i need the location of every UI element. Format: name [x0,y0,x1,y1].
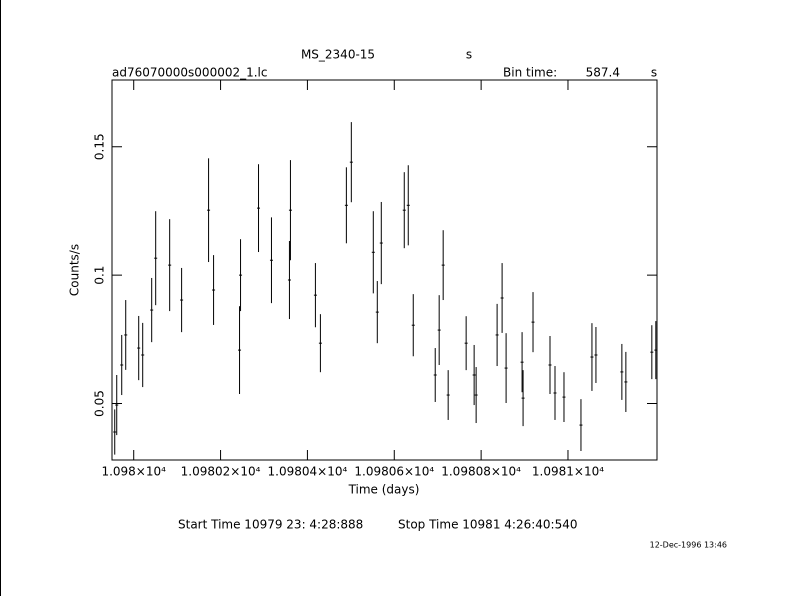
y-tick-label: 0.15 [93,133,107,160]
start-time: Start Time 10979 23: 4:28:888 [178,518,363,532]
y-tick-label: 0.1 [93,266,107,285]
title-unit: s [466,48,472,62]
chart-title: MS_2340-15 [301,48,375,62]
bin-unit: s [651,66,657,80]
x-tick-label: 1.09802×10⁴ [181,465,261,479]
x-tick-label: 1.09806×10⁴ [354,465,434,479]
y-tick-label: 0.05 [93,390,107,417]
x-tick-label: 1.09808×10⁴ [441,465,521,479]
plot-frame [111,79,658,461]
x-axis-label: Time (days) [348,483,420,497]
subtitle: ad76070000s000002_1.lc [112,66,268,80]
x-tick-label: 1.098×10⁴ [101,465,166,479]
stop-time: Stop Time 10981 4:26:40:540 [398,518,577,532]
x-tick-label: 1.09804×10⁴ [268,465,348,479]
date: 12-Dec-1996 13:46 [650,541,727,550]
x-tick-label: 1.0981×10⁴ [532,465,604,479]
bin-time: 587.4 [586,66,620,80]
bin-label: Bin time: [503,66,557,80]
y-axis-label: Counts/s [68,244,82,296]
